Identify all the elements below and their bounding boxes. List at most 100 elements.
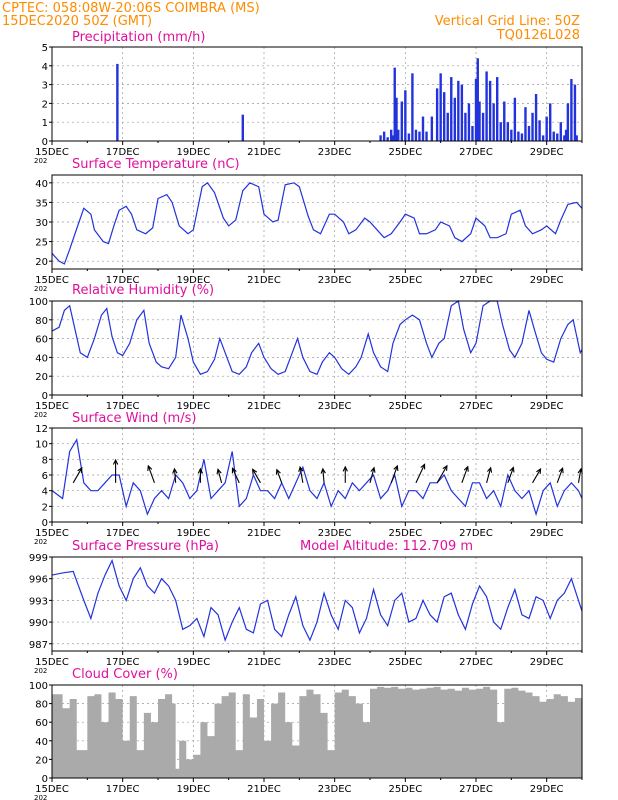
precip-bar bbox=[481, 112, 485, 141]
precip-bar bbox=[421, 116, 425, 141]
xtick-label: 23DEC bbox=[318, 528, 352, 539]
xtick-label: 15DEC bbox=[35, 784, 69, 795]
temp-series-line bbox=[51, 181, 583, 265]
rh-ytick-label: 40 bbox=[35, 353, 48, 364]
temp-ytick-label: 40 bbox=[35, 179, 48, 190]
xtick-label: 29DEC bbox=[530, 657, 564, 668]
wind-series-line bbox=[51, 438, 583, 517]
xtick-label: 19DEC bbox=[176, 528, 210, 539]
precip-bar bbox=[382, 131, 386, 141]
pres-ytick-label: 987 bbox=[29, 640, 48, 651]
rh-ytick-label: 20 bbox=[35, 372, 48, 383]
precip-bar bbox=[538, 120, 541, 141]
station-header: CPTEC: 058:08W-20:06S COIMBRA (MS) bbox=[2, 1, 260, 16]
precip-bar bbox=[570, 78, 573, 141]
precip-bar bbox=[425, 131, 428, 141]
xtick-label: 23DEC bbox=[318, 275, 352, 286]
precip-bar bbox=[379, 135, 382, 141]
precip-bar bbox=[450, 77, 453, 141]
xtick-label: 23DEC bbox=[318, 657, 352, 668]
xtick-label: 17DEC bbox=[106, 657, 140, 668]
precip-bar bbox=[460, 84, 464, 141]
pres-frame bbox=[51, 556, 583, 652]
xtick-label: 27DEC bbox=[459, 401, 493, 412]
xtick-label: 21DEC bbox=[247, 657, 281, 668]
precip-bar bbox=[474, 78, 478, 141]
pres-panel: Surface Pressure (hPa) Model Altitude: 11… bbox=[29, 539, 583, 675]
wind-ytick-label: 12 bbox=[35, 424, 48, 435]
rh-ytick-label: 0 bbox=[42, 391, 48, 402]
wind-arrow bbox=[415, 463, 426, 484]
xtick-label: 17DEC bbox=[106, 147, 140, 158]
precip-bar bbox=[467, 103, 471, 141]
xtick-label: 15DEC bbox=[35, 275, 69, 286]
wind-ytick-label: 2 bbox=[42, 502, 48, 513]
xtick-label: 19DEC bbox=[176, 147, 210, 158]
temp-ytick-label: 25 bbox=[35, 238, 48, 249]
precip-panel: Precipitation (mm/h) 0 1 2 3 4 5 15DEC 17DEC 19DE… bbox=[34, 30, 583, 165]
temp-ytick-label: 20 bbox=[35, 257, 48, 268]
rh-frame bbox=[51, 300, 583, 396]
precip-bar bbox=[116, 63, 119, 141]
xtick-label: 15DEC bbox=[35, 657, 69, 668]
temp-ytick-label: 35 bbox=[35, 198, 48, 209]
rh-ytick-label: 80 bbox=[35, 316, 48, 327]
precip-bar bbox=[573, 84, 577, 141]
rh-ytick-label: 60 bbox=[35, 335, 48, 346]
precip-bar bbox=[545, 116, 548, 141]
xtick-label: 25DEC bbox=[388, 784, 422, 795]
precip-bar bbox=[439, 73, 442, 141]
precip-bar bbox=[400, 101, 403, 141]
xtick-label: 29DEC bbox=[530, 528, 564, 539]
precip-bar bbox=[566, 103, 570, 141]
precip-ytick-label: 2 bbox=[42, 99, 48, 110]
cloud-ytick-label: 60 bbox=[35, 718, 48, 729]
year-label: 202 bbox=[34, 157, 47, 165]
pres-ytick-label: 993 bbox=[29, 596, 48, 607]
xtick-label: 27DEC bbox=[459, 657, 493, 668]
wind-arrow bbox=[532, 467, 542, 484]
xtick-label: 25DEC bbox=[388, 147, 422, 158]
precip-bar bbox=[453, 97, 456, 141]
precip-bar bbox=[485, 71, 488, 141]
run-date: 15DEC2020 50Z (GMT) bbox=[2, 14, 152, 29]
precip-bar bbox=[446, 112, 449, 141]
precip-bar bbox=[418, 131, 421, 141]
rh-series-line bbox=[51, 299, 583, 376]
precip-bar bbox=[524, 107, 527, 141]
precip-bar bbox=[575, 135, 578, 141]
xtick-label: 19DEC bbox=[176, 657, 210, 668]
xtick-label: 17DEC bbox=[106, 275, 140, 286]
year-label: 202 bbox=[34, 285, 47, 293]
precip-bar bbox=[407, 133, 411, 141]
temp-panel: Surface Temperature (nC) 20 25 30 35 40 15DEC 1… bbox=[34, 157, 583, 293]
precip-bar bbox=[503, 101, 506, 141]
cloud-panel: Cloud Cover (%) 0 20 40 60 80 100 15DEC 17DEC 19D… bbox=[29, 667, 583, 800]
precip-bar bbox=[476, 58, 479, 141]
wind-title: Surface Wind (m/s) bbox=[72, 411, 196, 426]
wind-arrow bbox=[275, 468, 283, 484]
cloud-ytick-label: 100 bbox=[29, 681, 48, 692]
xtick-label: 19DEC bbox=[176, 784, 210, 795]
precip-bar bbox=[506, 122, 509, 141]
model-code: TQ0126L028 bbox=[496, 28, 580, 43]
cloud-ytick-label: 0 bbox=[42, 774, 48, 785]
precip-bar bbox=[552, 131, 555, 141]
xtick-label: 27DEC bbox=[459, 275, 493, 286]
xtick-label: 17DEC bbox=[106, 401, 140, 412]
wind-arrow bbox=[197, 467, 204, 483]
xtick-label: 25DEC bbox=[388, 528, 422, 539]
year-label: 202 bbox=[34, 538, 47, 546]
precip-bar bbox=[386, 137, 389, 141]
xtick-label: 19DEC bbox=[176, 275, 210, 286]
pres-ytick-label: 990 bbox=[29, 618, 48, 629]
wind-arrow bbox=[172, 467, 178, 483]
precip-bar bbox=[457, 80, 460, 141]
vertical-grid-note: Vertical Grid Line: 50Z bbox=[435, 14, 580, 29]
model-altitude-label: Model Altitude: 112.709 m bbox=[300, 539, 473, 554]
wind-arrow bbox=[369, 466, 376, 483]
wind-arrow bbox=[486, 466, 493, 483]
xtick-label: 21DEC bbox=[247, 528, 281, 539]
wind-arrow bbox=[112, 458, 119, 483]
